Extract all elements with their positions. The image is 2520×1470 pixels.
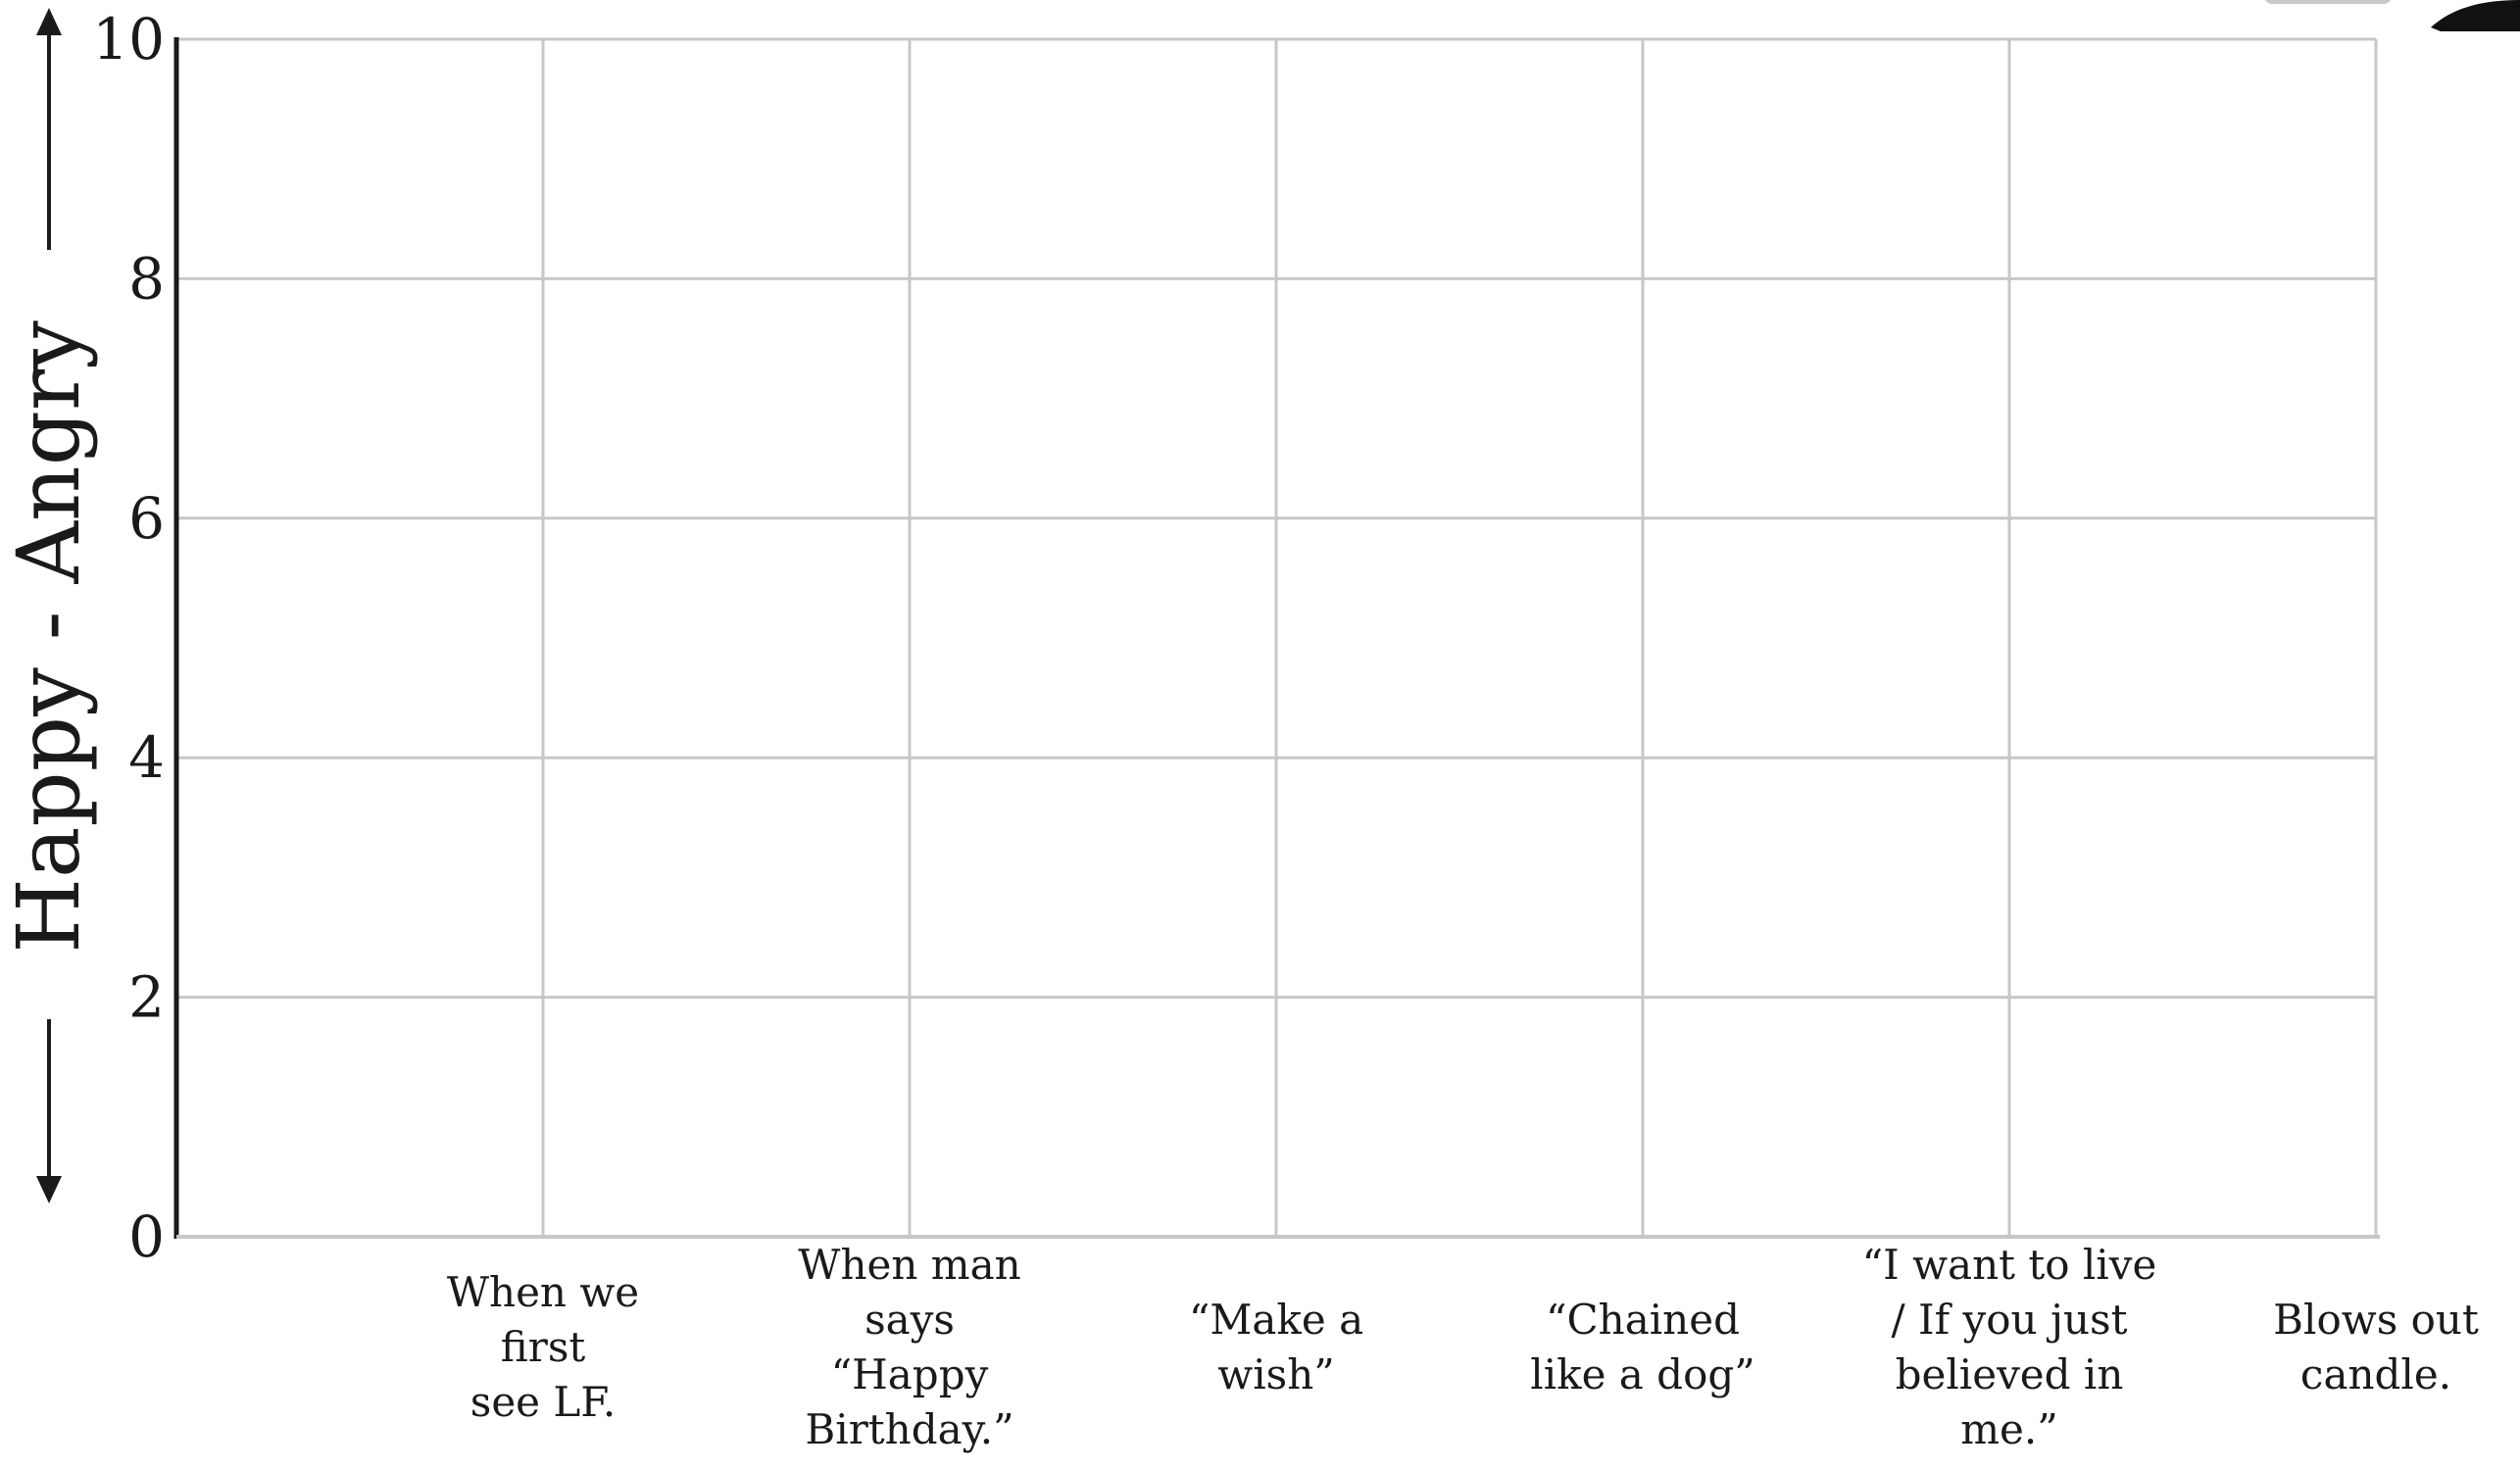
x-category-label-line: When man [798,1241,1020,1289]
x-category-label: Blows out candle. [2273,1296,2479,1398]
arrow-up-icon [36,8,62,35]
x-category-label: “Make a wish” [1189,1296,1363,1398]
arrow-down-icon [36,1176,62,1203]
x-category-label-line: “Make a [1189,1296,1363,1344]
grid [176,37,2378,1237]
y-tick-label: 0 [128,1203,165,1270]
corner-shape-1 [2265,0,2391,4]
y-tick-label: 6 [128,485,165,552]
x-category-label-line: When we [447,1268,639,1316]
x-category-label: “Chained like a dog” [1530,1296,1754,1398]
corner-shape-2 [2431,0,2520,31]
y-axis-title-group: Happy - Angry [0,8,99,1203]
y-tick-label: 10 [92,6,165,73]
x-category-label-line: says [865,1296,955,1344]
y-tick-label: 8 [128,245,165,312]
x-category-labels: When we first see LF. When man says “Happy Bir… [447,1241,2479,1453]
axes [173,37,2380,1239]
x-category-label: When man says “Happy Birthday.” [798,1241,1020,1453]
y-tick-labels: 0 2 4 6 8 10 [92,6,165,1270]
x-category-label-line: see LF. [470,1378,616,1426]
x-category-label: When we first see LF. [447,1268,639,1426]
y-axis-title: Happy - Angry [0,320,99,954]
corner-decoration [2265,0,2520,31]
x-category-label: “I want to live / If you just believed in m… [1862,1241,2157,1453]
x-category-label-line: believed in [1896,1350,2124,1398]
x-category-label-line: “Happy [831,1350,989,1398]
y-tick-label: 4 [128,724,165,791]
y-tick-label: 2 [128,964,165,1031]
x-category-label-line: first [501,1323,586,1371]
x-category-label-line: wish” [1217,1350,1334,1398]
x-category-label-line: Blows out [2273,1296,2479,1344]
x-category-label-line: candle. [2300,1350,2451,1398]
x-category-label-line: / If you just [1892,1296,2128,1344]
x-category-label-line: like a dog” [1530,1350,1754,1398]
x-category-label-line: “Chained [1546,1296,1740,1344]
x-category-label-line: me.” [1960,1405,2058,1453]
x-category-label-line: “I want to live [1862,1241,2157,1289]
x-category-label-line: Birthday.” [805,1405,1013,1453]
